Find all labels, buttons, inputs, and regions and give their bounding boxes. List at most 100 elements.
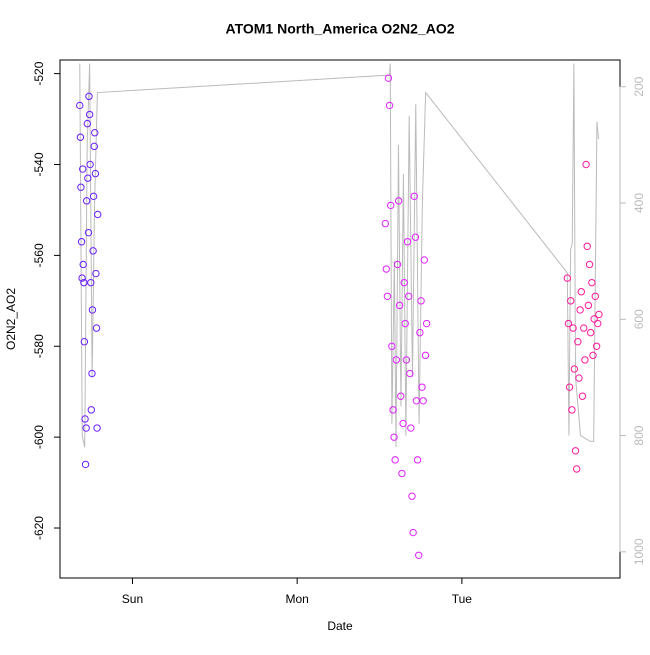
data-point xyxy=(87,278,95,287)
data-point xyxy=(81,415,89,423)
data-point xyxy=(567,297,575,305)
data-point xyxy=(419,397,427,405)
x-tick-label: Tue xyxy=(452,592,473,606)
chart-title: ATOM1 North_America O2N2_AO2 xyxy=(226,21,455,37)
data-point xyxy=(393,260,402,269)
data-point xyxy=(585,260,594,269)
data-point xyxy=(584,301,593,310)
data-point xyxy=(415,551,423,559)
data-point xyxy=(583,242,591,250)
data-point xyxy=(383,292,392,300)
data-point xyxy=(89,247,97,255)
y2-tick-label: 200 xyxy=(632,76,646,96)
y-tick-label: -600 xyxy=(32,425,46,449)
data-point xyxy=(576,306,584,314)
y-axis-label: O2N2_AO2 xyxy=(4,288,18,350)
data-point xyxy=(77,183,85,191)
data-point xyxy=(395,301,404,310)
data-point xyxy=(574,338,582,346)
data-point xyxy=(78,274,86,282)
x-tick-label: Sun xyxy=(122,592,143,606)
y-tick-label: -620 xyxy=(32,516,46,540)
data-point xyxy=(586,328,595,337)
data-point xyxy=(85,110,94,119)
data-point xyxy=(413,456,422,464)
data-point xyxy=(588,278,596,287)
data-point xyxy=(92,269,100,278)
data-point xyxy=(595,310,603,319)
data-point xyxy=(569,324,577,332)
data-point xyxy=(581,356,589,364)
data-point xyxy=(394,197,403,205)
data-point xyxy=(93,424,101,432)
data-point xyxy=(568,406,576,414)
data-point xyxy=(83,119,92,128)
data-point xyxy=(88,306,97,314)
data-point xyxy=(91,129,99,137)
data-point xyxy=(384,74,393,82)
data-point xyxy=(89,192,98,201)
data-point xyxy=(81,460,90,469)
data-point xyxy=(388,342,396,350)
data-point xyxy=(397,392,405,400)
data-point xyxy=(403,238,412,246)
data-point xyxy=(382,265,390,273)
data-point xyxy=(417,297,425,305)
data-point xyxy=(594,319,602,328)
data-point xyxy=(400,278,408,287)
data-point xyxy=(589,351,597,360)
data-point xyxy=(87,406,95,414)
y-tick-label: -520 xyxy=(32,61,46,85)
data-point xyxy=(80,278,88,287)
data-point xyxy=(85,92,93,101)
y-tick-label: -580 xyxy=(32,334,46,358)
data-point xyxy=(79,165,87,173)
data-point xyxy=(91,169,100,178)
y2-tick-label: 600 xyxy=(632,309,646,329)
y2-tick-label: 800 xyxy=(632,425,646,445)
data-point xyxy=(408,492,416,500)
data-point xyxy=(401,319,409,328)
data-point xyxy=(416,328,424,337)
data-point xyxy=(385,101,394,110)
data-point xyxy=(410,192,418,201)
data-point xyxy=(90,142,98,151)
x-axis-label: Date xyxy=(327,619,353,633)
data-point xyxy=(418,383,426,391)
data-point xyxy=(387,201,395,210)
data-point xyxy=(580,324,588,332)
data-point xyxy=(389,406,397,414)
data-point xyxy=(80,338,89,346)
data-point xyxy=(575,374,583,382)
data-point xyxy=(570,365,579,373)
data-point xyxy=(381,219,389,228)
data-point xyxy=(84,228,93,237)
data-point xyxy=(577,288,585,296)
data-point xyxy=(592,342,601,350)
data-point xyxy=(76,101,84,110)
data-point xyxy=(564,319,573,328)
data-point xyxy=(578,392,587,400)
data-point xyxy=(88,369,96,378)
data-point xyxy=(86,160,94,169)
x-tick-label: Mon xyxy=(286,592,309,606)
data-point xyxy=(392,356,401,364)
data-point xyxy=(94,210,102,219)
data-point xyxy=(411,233,420,241)
y2-tick-label: 1000 xyxy=(632,538,646,565)
data-point xyxy=(79,260,87,269)
data-point xyxy=(82,197,91,205)
data-point xyxy=(421,351,430,360)
data-point xyxy=(391,456,399,464)
data-point xyxy=(591,292,599,300)
data-point xyxy=(422,319,431,328)
data-point xyxy=(406,369,414,378)
data-point xyxy=(582,160,590,169)
data-point xyxy=(563,274,571,282)
data-point xyxy=(572,465,581,473)
data-point xyxy=(399,419,407,428)
data-point xyxy=(390,433,398,441)
data-point xyxy=(404,292,413,300)
